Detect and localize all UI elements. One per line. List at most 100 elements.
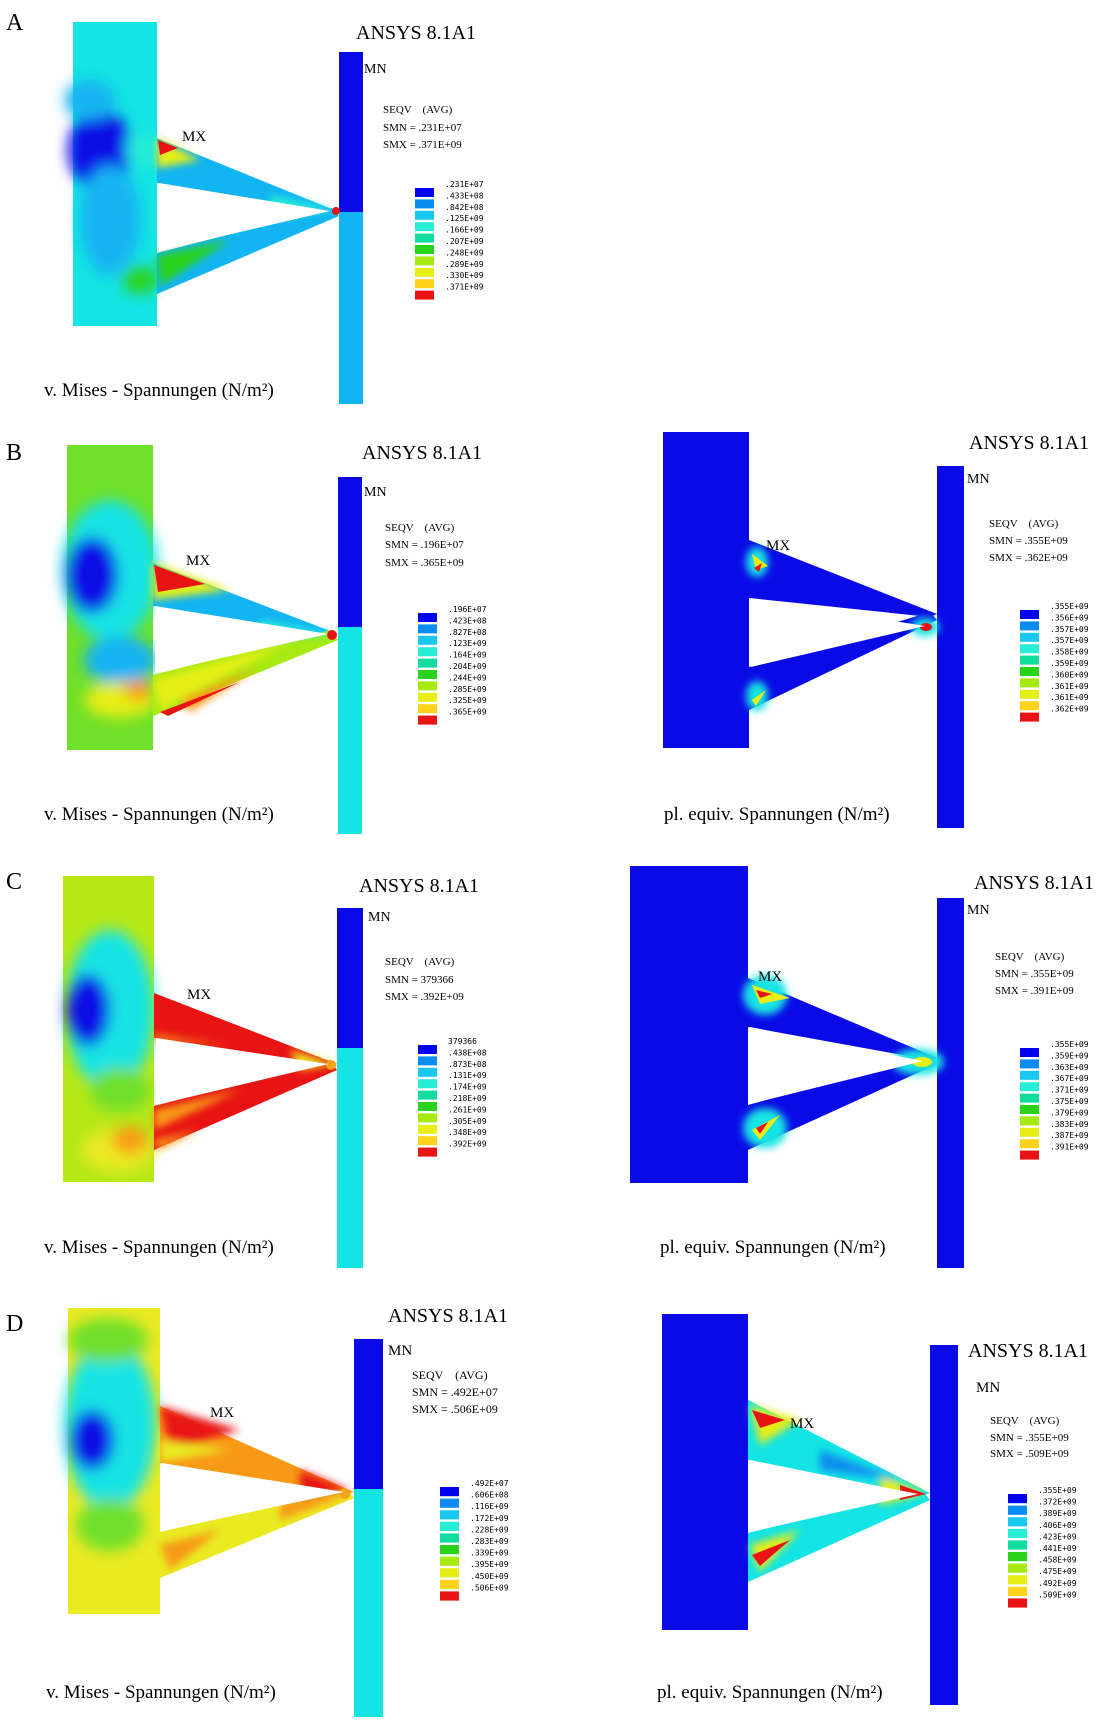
legend-value: .166E+09 <box>445 226 484 235</box>
legend-value: .827E+08 <box>448 628 487 637</box>
legend-swatch <box>418 1056 437 1066</box>
upper-arm <box>748 978 937 1060</box>
legend-value: .506E+09 <box>470 1583 509 1592</box>
legend-swatch <box>440 1545 459 1555</box>
min-marker: MN <box>976 1380 1000 1396</box>
smx-label: SMX = .371E+09 <box>383 139 462 151</box>
legend-value: .360E+09 <box>1050 670 1089 679</box>
smn-label: SMN = .355E+09 <box>995 968 1074 980</box>
beam-top <box>339 52 363 212</box>
legend-value: .125E+09 <box>445 214 484 223</box>
legend-value: .371E+09 <box>445 283 484 292</box>
seqv-label: SEQV (AVG) <box>989 518 1059 530</box>
smn-label: SMN = .355E+09 <box>989 535 1068 547</box>
legend-value: .325E+09 <box>448 696 487 705</box>
left-plate <box>663 432 749 748</box>
opening <box>162 1463 344 1531</box>
legend-value: .389E+09 <box>1038 1509 1077 1518</box>
legend-swatch <box>1020 644 1039 654</box>
mises-contour-plot <box>63 876 363 1268</box>
software-title: ANSYS 8.1A1 <box>968 1340 1088 1362</box>
legend-swatch <box>1020 1127 1039 1137</box>
legend-swatch <box>418 647 437 657</box>
opening <box>750 1460 918 1532</box>
max-marker: MX <box>210 1405 234 1421</box>
legend-value: .383E+09 <box>1050 1120 1089 1129</box>
legend-value: .423E+09 <box>1038 1532 1077 1541</box>
legend-swatch <box>415 279 434 289</box>
min-marker: MN <box>967 472 990 487</box>
legend-swatch <box>418 1147 437 1157</box>
legend-value: .339E+09 <box>470 1549 509 1558</box>
plastic-contour-plot <box>630 866 964 1268</box>
legend-swatch <box>415 267 434 277</box>
legend-swatch <box>418 670 437 679</box>
mises-contour-plot <box>65 22 363 404</box>
legend-value: .131E+09 <box>448 1071 487 1080</box>
legend-value: .371E+09 <box>1050 1086 1089 1095</box>
legend-swatch <box>1008 1494 1027 1504</box>
min-marker: MN <box>364 62 387 77</box>
legend-swatch <box>418 624 437 634</box>
smn-label: SMN = .355E+09 <box>990 1432 1069 1444</box>
legend-value: .283E+09 <box>470 1537 509 1546</box>
legend-value: .358E+09 <box>1050 648 1089 657</box>
legend-value: .387E+09 <box>1050 1131 1089 1140</box>
max-marker: MX <box>187 987 211 1003</box>
panel-label: D <box>6 1311 23 1337</box>
legend-swatch <box>1020 621 1039 631</box>
legend-value: .359E+09 <box>1050 1051 1089 1060</box>
legend-value: .204E+09 <box>448 662 487 671</box>
legend-swatch <box>415 188 434 197</box>
legend-value: .433E+08 <box>445 191 484 200</box>
legend: .355E+09 .372E+09 .389E+09 .406E+09 .423E+09… <box>1008 1486 1077 1608</box>
legend-value: .441E+09 <box>1038 1544 1077 1553</box>
smx-label: SMX = .362E+09 <box>989 552 1068 564</box>
caption: pl. equiv. Spannungen (N/m²) <box>664 804 890 825</box>
legend-value: .379E+09 <box>1050 1108 1089 1117</box>
legend-swatch <box>1020 1048 1039 1057</box>
legend-swatch <box>415 210 434 220</box>
legend-value: .509E+09 <box>1038 1590 1077 1599</box>
max-marker: MX <box>766 538 790 554</box>
legend-swatch <box>1008 1552 1027 1562</box>
lower-arm <box>157 208 339 294</box>
min-marker: MN <box>967 903 990 918</box>
legend-swatch <box>418 1045 437 1054</box>
legend-value: .423E+08 <box>448 616 487 625</box>
legend-value: .395E+09 <box>470 1560 509 1569</box>
legend-value: .348E+09 <box>448 1128 487 1137</box>
lower-arm <box>749 612 937 710</box>
left-plate <box>630 866 748 1183</box>
legend-swatch <box>1020 632 1039 642</box>
panel-label: A <box>6 10 24 36</box>
legend-swatch <box>418 1124 437 1134</box>
legend-swatch <box>440 1568 459 1578</box>
legend-value: .361E+09 <box>1050 693 1089 702</box>
panel-a: A <box>6 10 484 404</box>
legend-value: .261E+09 <box>448 1105 487 1114</box>
legend-value: .362E+09 <box>1050 705 1089 714</box>
upper-arm <box>749 540 937 617</box>
legend-swatch <box>1008 1563 1027 1573</box>
legend-swatch <box>418 1136 437 1146</box>
legend-value: .218E+09 <box>448 1094 487 1103</box>
beam-top <box>354 1339 383 1489</box>
legend-value: .375E+09 <box>1050 1097 1089 1106</box>
software-title: ANSYS 8.1A1 <box>362 442 482 464</box>
legend-swatch <box>418 692 437 702</box>
legend-value: .355E+09 <box>1050 602 1089 611</box>
legend-value: .289E+09 <box>445 260 484 269</box>
legend-swatch <box>418 658 437 668</box>
legend: .231E+07 .433E+08 .842E+08 .125E+09 .166E+09… <box>415 180 484 300</box>
legend-swatch <box>1020 689 1039 699</box>
seqv-label: SEQV (AVG) <box>383 104 453 116</box>
seqv-label: SEQV (AVG) <box>385 956 455 968</box>
caption: v. Mises - Spannungen (N/m²) <box>46 1682 276 1703</box>
lower-arm <box>748 1490 930 1582</box>
legend-value: .174E+09 <box>448 1083 487 1092</box>
legend-value: 379366 <box>448 1037 477 1046</box>
legend-value: .365E+09 <box>448 708 487 717</box>
legend-value: .196E+07 <box>448 605 487 614</box>
